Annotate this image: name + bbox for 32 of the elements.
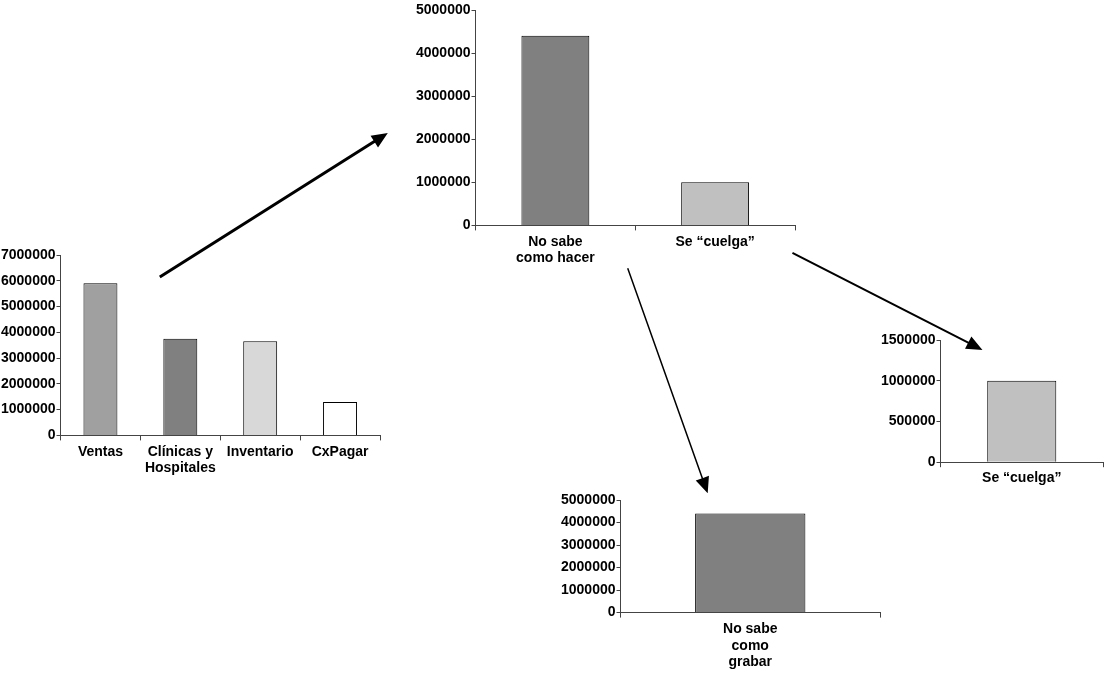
- y-tick-label: 2000000: [0, 374, 56, 391]
- y-tick-label: 0: [462, 216, 471, 233]
- x-tick-label: Se “cuelga”: [982, 469, 1062, 486]
- y-tick-label: 1000000: [880, 371, 936, 388]
- y-tick-label: 4000000: [560, 513, 616, 530]
- y-tick-label: 1500000: [880, 330, 936, 347]
- y-tick-label: 0: [47, 426, 56, 443]
- x-tick-label: Ventas: [77, 442, 124, 459]
- x-tick-label: No sabe como hacer: [516, 232, 596, 266]
- y-tick-label: 1000000: [0, 400, 56, 417]
- y-tick-label: 3000000: [0, 348, 56, 365]
- y-tick-label: 5000000: [415, 0, 471, 17]
- y-tick-label: 4000000: [415, 43, 471, 60]
- y-tick-label: 7000000: [0, 245, 56, 262]
- y-tick-label: 6000000: [0, 271, 56, 288]
- y-tick-label: 500000: [888, 412, 936, 429]
- y-tick-label: 1000000: [415, 173, 471, 190]
- y-tick-label: 3000000: [560, 535, 616, 552]
- x-tick-label: CxPagar: [311, 442, 370, 459]
- x-tick-label: No sabe como grabar: [723, 619, 778, 670]
- y-tick-label: 0: [607, 603, 616, 620]
- y-tick-label: 2000000: [560, 558, 616, 575]
- x-tick-label: Inventario: [226, 442, 294, 459]
- y-tick-label: 5000000: [560, 490, 616, 507]
- y-tick-label: 4000000: [0, 323, 56, 340]
- y-tick-label: 5000000: [0, 297, 56, 314]
- x-tick-label: Clínicas y Hospitales: [144, 442, 216, 476]
- x-tick-label: Se “cuelga”: [675, 232, 755, 249]
- y-tick-label: 3000000: [415, 87, 471, 104]
- y-tick-label: 2000000: [415, 130, 471, 147]
- y-tick-label: 0: [927, 453, 936, 470]
- y-tick-label: 1000000: [560, 580, 616, 597]
